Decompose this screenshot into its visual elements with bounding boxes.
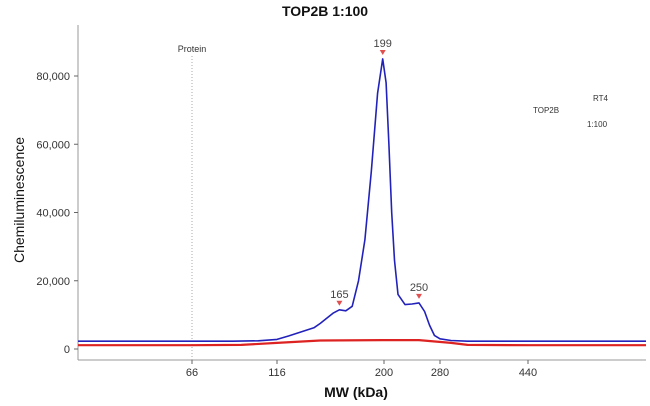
annotation-antibody: TOP2B bbox=[533, 106, 559, 115]
series-line-1 bbox=[78, 58, 646, 342]
annotation-dilution: 1:100 bbox=[587, 120, 608, 129]
x-axis-label: MW (kDa) bbox=[324, 384, 388, 400]
y-tick-label: 20,000 bbox=[36, 276, 70, 288]
y-tick-label: 0 bbox=[64, 344, 70, 356]
x-tick-label: 280 bbox=[431, 367, 449, 379]
y-tick-label: 60,000 bbox=[36, 139, 70, 151]
y-axis-label: Chemiluminescence bbox=[11, 137, 27, 263]
protein-reference-label: Protein bbox=[178, 44, 207, 54]
y-tick-label: 40,000 bbox=[36, 208, 70, 220]
x-tick-label: 440 bbox=[519, 367, 537, 379]
peak-marker bbox=[379, 49, 386, 55]
peak-label: 165 bbox=[330, 289, 348, 301]
annotation-lane: RT4 bbox=[593, 94, 609, 103]
chart-title: TOP2B 1:100 bbox=[282, 3, 368, 19]
x-tick-label: 116 bbox=[268, 367, 286, 379]
peak-label: 250 bbox=[410, 282, 428, 294]
peak-marker bbox=[336, 300, 343, 306]
x-tick-label: 66 bbox=[186, 367, 198, 379]
peak-marker bbox=[416, 293, 422, 299]
peak-label: 199 bbox=[374, 38, 392, 50]
series-line-2 bbox=[78, 339, 646, 347]
x-tick-label: 200 bbox=[375, 367, 393, 379]
plot-area: 0 20,000 40,000 60,000 80,000 66 116 200 280 440 P… bbox=[36, 25, 646, 379]
y-tick-label: 80,000 bbox=[36, 71, 70, 83]
